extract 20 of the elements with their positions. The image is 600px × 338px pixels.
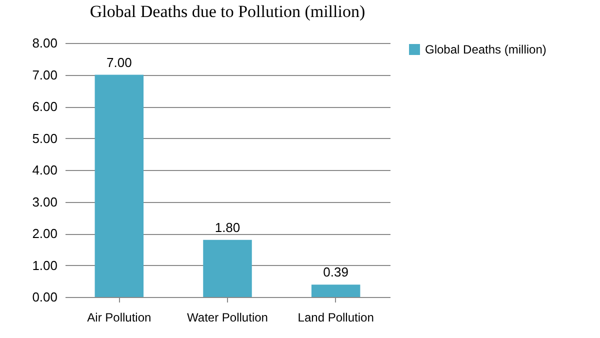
x-tick-label: Land Pollution [298,310,374,324]
y-tick-label: 2.00 [32,226,58,241]
y-tick-label: 0.00 [32,290,58,304]
data-label: 7.00 [106,54,132,70]
y-tick-label: 3.00 [32,194,58,210]
y-tick-label: 4.00 [32,162,58,178]
bar [203,240,252,297]
bar [94,74,144,297]
chart-title: Global Deaths due to Pollution (million) [90,2,366,21]
data-label: 0.39 [323,264,348,280]
y-tick-label: 5.00 [32,130,58,146]
legend-label: Global Deaths (million) [425,42,546,56]
y-tick-label: 7.00 [32,67,58,82]
y-tick-label: 6.00 [32,99,58,114]
x-tick-label: Water Pollution [187,310,268,324]
bar [311,284,360,297]
y-tick-label: 8.00 [32,36,58,50]
y-tick-label: 1.00 [32,258,58,273]
x-tick-label: Air Pollution [87,310,152,324]
data-label: 1.80 [214,220,240,235]
